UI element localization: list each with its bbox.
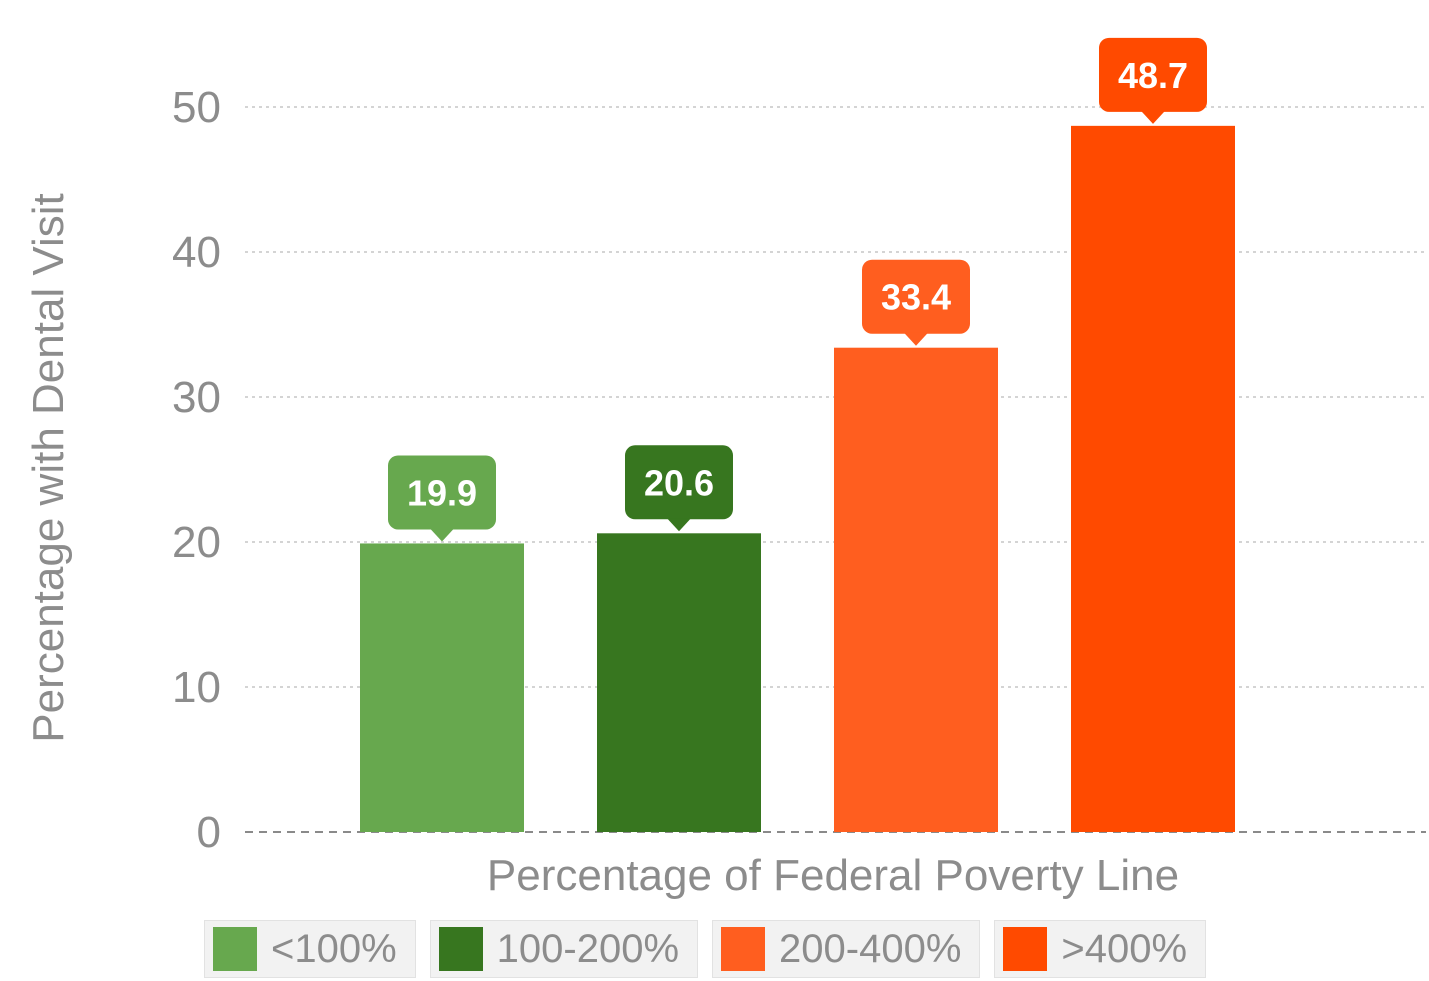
legend-item-under-100[interactable]: <100% bbox=[204, 920, 416, 978]
data-label-text: 48.7 bbox=[1118, 55, 1188, 96]
data-label-pointer bbox=[904, 332, 928, 346]
y-tick-label: 30 bbox=[172, 373, 221, 422]
legend-swatch bbox=[438, 927, 483, 971]
x-axis-title: Percentage of Federal Poverty Line bbox=[487, 851, 1179, 900]
data-label-pointer bbox=[1141, 110, 1165, 124]
legend-label: 200-400% bbox=[779, 926, 962, 971]
data-label-box bbox=[1099, 37, 1207, 112]
data-label-box bbox=[388, 455, 496, 530]
bar[interactable] bbox=[360, 543, 524, 832]
data-labels: 19.9 20.6 33.4 48.7 bbox=[388, 37, 1207, 542]
y-tick-label: 10 bbox=[172, 663, 221, 712]
legend-item-100-200[interactable]: 100-200% bbox=[429, 920, 699, 978]
bar[interactable] bbox=[597, 533, 761, 832]
y-tick-label: 20 bbox=[172, 518, 221, 567]
y-axis-ticks: 0 10 20 30 40 50 bbox=[172, 83, 221, 857]
y-tick-label: 40 bbox=[172, 228, 221, 277]
legend-label: >400% bbox=[1061, 926, 1188, 971]
y-axis-title: Percentage with Dental Visit bbox=[24, 193, 73, 742]
data-label-text: 19.9 bbox=[407, 472, 477, 513]
legend-label: 100-200% bbox=[496, 926, 680, 971]
data-label-box bbox=[862, 259, 970, 334]
legend-swatch bbox=[721, 927, 766, 971]
y-tick-label: 50 bbox=[172, 83, 221, 132]
legend-swatch bbox=[213, 927, 257, 971]
legend-label: <100% bbox=[271, 926, 397, 971]
legend-item-200-400[interactable]: 200-400% bbox=[712, 920, 981, 978]
data-label-pointer bbox=[430, 528, 454, 542]
bar[interactable] bbox=[1071, 125, 1235, 833]
data-label: 33.4 bbox=[862, 259, 970, 346]
data-label: 48.7 bbox=[1099, 37, 1207, 124]
data-label: 19.9 bbox=[388, 455, 496, 542]
bars bbox=[360, 125, 1235, 833]
legend-item-over-400[interactable]: >400% bbox=[994, 920, 1207, 978]
y-tick-label: 0 bbox=[197, 808, 221, 857]
legend-swatch bbox=[1003, 927, 1048, 971]
legend: <100% 100-200% 200-400% >400% bbox=[204, 920, 1207, 978]
data-label-text: 20.6 bbox=[644, 462, 714, 503]
bar[interactable] bbox=[834, 347, 998, 832]
data-label-box bbox=[625, 445, 733, 520]
data-label-pointer bbox=[667, 518, 691, 532]
data-label: 20.6 bbox=[625, 445, 733, 532]
data-label-text: 33.4 bbox=[881, 277, 951, 318]
